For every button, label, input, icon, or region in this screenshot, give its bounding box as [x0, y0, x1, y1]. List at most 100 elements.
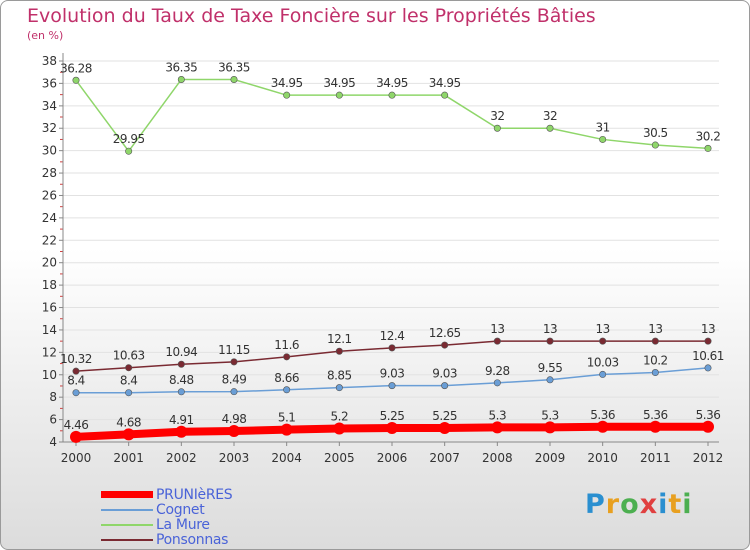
data-point-ponsonnas-2001 [125, 364, 133, 372]
data-point-ponsonnas-2004 [283, 353, 291, 361]
data-label-la-mure-2011: 30.5 [643, 126, 668, 140]
data-label-la-mure-2000: 36.28 [60, 61, 92, 75]
data-label-ponsonnas-2009: 13 [543, 322, 557, 336]
data-point-cognet-2009 [546, 376, 554, 384]
data-label-prunieres-2007: 5.25 [432, 409, 457, 423]
proxiti-logo: Proxiti [585, 489, 693, 520]
data-point-cognet-2010 [599, 370, 607, 378]
data-point-ponsonnas-2008 [493, 337, 501, 345]
data-label-ponsonnas-2011: 13 [648, 322, 662, 336]
data-label-cognet-2007: 9.03 [432, 367, 457, 381]
data-label-ponsonnas-2004: 11.6 [274, 338, 299, 352]
data-label-la-mure-2009: 32 [543, 109, 557, 123]
legend-item-prunieres: PRUNIèRES [101, 487, 233, 503]
data-label-la-mure-2010: 31 [596, 120, 610, 134]
x-tick-label-2012: 2012 [693, 451, 724, 465]
y-tick-label-22: 22 [42, 233, 57, 247]
y-tick-label-14: 14 [42, 323, 57, 337]
data-label-la-mure-2006: 34.95 [376, 76, 408, 90]
data-label-cognet-2006: 9.03 [380, 367, 405, 381]
x-tick-label-2010: 2010 [587, 451, 618, 465]
data-point-cognet-2011 [651, 369, 659, 377]
data-point-la-mure-2009 [546, 124, 554, 132]
data-label-la-mure-2003: 36.35 [218, 60, 250, 74]
data-label-cognet-2003: 8.49 [222, 373, 247, 387]
y-tick-label-34: 34 [42, 99, 57, 113]
data-point-ponsonnas-2003 [230, 358, 238, 366]
y-tick-label-20: 20 [42, 256, 57, 270]
y-tick-label-18: 18 [42, 278, 57, 292]
data-label-ponsonnas-2000: 10.32 [60, 352, 92, 366]
axes [59, 53, 719, 446]
data-point-cognet-2000 [72, 389, 80, 397]
data-point-ponsonnas-2010 [599, 337, 607, 345]
data-point-prunieres-2000 [70, 430, 82, 443]
legend-label-ponsonnas: Ponsonnas [156, 531, 229, 548]
data-label-ponsonnas-2001: 10.63 [113, 349, 145, 363]
data-point-ponsonnas-2000 [72, 367, 80, 375]
data-point-prunieres-2009 [544, 421, 556, 434]
y-tick-label-36: 36 [42, 76, 57, 90]
x-tick-label-2002: 2002 [166, 451, 197, 465]
data-label-cognet-2001: 8.4 [120, 374, 138, 388]
data-label-ponsonnas-2003: 11.15 [218, 343, 250, 357]
logo-letter: x [639, 489, 659, 520]
y-tick-label-6: 6 [49, 413, 57, 427]
data-label-ponsonnas-2008: 13 [490, 322, 504, 336]
chart-title: Evolution du Taux de Taxe Foncière sur l… [27, 5, 596, 27]
x-tick-labels: 2000 2001 2002 2003 2004 2005 2006 2007 2008 2009… [61, 451, 724, 465]
data-label-la-mure-2007: 34.95 [429, 76, 461, 90]
data-label-prunieres-2008: 5.3 [489, 408, 507, 422]
data-label-cognet-2010: 10.03 [587, 355, 619, 369]
data-label-cognet-2011: 10.2 [643, 354, 668, 368]
data-label-prunieres-2011: 5.36 [643, 408, 668, 422]
logo-letter: i [682, 489, 693, 520]
data-point-cognet-2003 [230, 388, 238, 396]
logo-letter: P [585, 489, 606, 520]
data-label-ponsonnas-2002: 10.94 [165, 345, 197, 359]
y-tick-label-8: 8 [49, 390, 57, 404]
data-label-cognet-2002: 8.48 [169, 373, 194, 387]
data-label-ponsonnas-2006: 12.4 [380, 329, 405, 343]
data-label-la-mure-2005: 34.95 [323, 76, 355, 90]
data-point-la-mure-2008 [493, 124, 501, 132]
x-tick-label-2006: 2006 [377, 451, 408, 465]
data-label-prunieres-2001: 4.68 [116, 415, 141, 429]
y-axis-unit-label: (en %) [27, 29, 64, 42]
data-label-cognet-2004: 8.66 [274, 371, 299, 385]
data-label-cognet-2012: 10.61 [692, 349, 724, 363]
logo-letter: t [668, 489, 683, 520]
data-label-ponsonnas-2010: 13 [596, 322, 610, 336]
y-tick-label-16: 16 [42, 301, 57, 315]
data-point-prunieres-2007 [438, 421, 451, 434]
data-point-la-mure-2012 [704, 144, 712, 152]
data-point-ponsonnas-2011 [651, 337, 659, 345]
y-tick-label-24: 24 [42, 211, 57, 225]
data-point-prunieres-2006 [386, 421, 398, 434]
data-point-la-mure-2005 [335, 91, 343, 99]
data-point-ponsonnas-2006 [388, 344, 396, 352]
series-lines [70, 75, 714, 443]
x-tick-label-2007: 2007 [429, 451, 460, 465]
x-tick-label-2011: 2011 [640, 451, 671, 465]
data-point-cognet-2004 [283, 386, 291, 394]
data-point-cognet-2006 [388, 382, 396, 390]
data-point-la-mure-2000 [72, 76, 80, 84]
logo-letter: i [658, 489, 669, 520]
y-tick-label-28: 28 [42, 166, 57, 180]
data-point-la-mure-2011 [651, 141, 659, 149]
logo-letter: o [620, 489, 640, 520]
data-label-la-mure-2012: 30.2 [696, 129, 721, 143]
legend-swatch-cognet [101, 508, 153, 511]
data-point-la-mure-2004 [283, 91, 291, 99]
data-label-prunieres-2005: 5.2 [331, 410, 349, 424]
data-point-la-mure-2003 [230, 75, 238, 83]
data-point-ponsonnas-2005 [335, 347, 343, 355]
x-tick-label-2001: 2001 [113, 451, 144, 465]
data-point-prunieres-2008 [491, 421, 504, 434]
legend-swatch-prunieres [101, 491, 153, 498]
data-point-cognet-2002 [177, 388, 185, 396]
y-tick-label-4: 4 [49, 435, 57, 449]
y-tick-label-32: 32 [42, 121, 57, 135]
